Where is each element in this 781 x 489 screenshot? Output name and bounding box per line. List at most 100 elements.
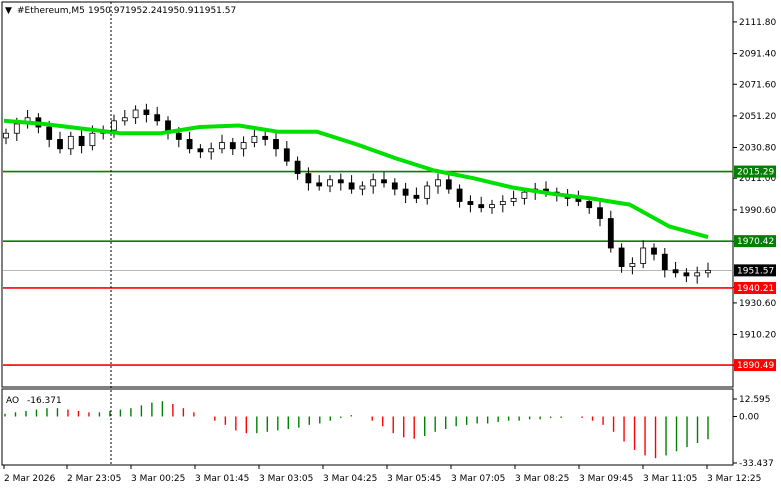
ao-histogram — [4, 401, 709, 459]
candle-body — [316, 182, 323, 187]
time-axis: 2 Mar 2026 2 Mar 23:05 3 Mar 00:25 3 Mar 01… — [3, 465, 761, 484]
candle-body — [13, 123, 20, 134]
high-price: 1952.24 — [125, 6, 162, 16]
price-tick-label: 1930.60 — [739, 299, 776, 309]
candle-body — [219, 142, 225, 150]
horizontal-levels — [3, 170, 733, 366]
candle-body — [57, 139, 63, 150]
candle-body — [489, 204, 495, 209]
candle-body — [435, 179, 441, 187]
candle-body — [67, 135, 74, 150]
candle-body — [456, 188, 463, 202]
candle-body — [618, 247, 625, 268]
time-tick-label: 3 Mar 09:45 — [579, 474, 633, 484]
level-tag — [734, 235, 776, 248]
candle-body — [327, 179, 333, 187]
ao-tick-label: -33.437 — [739, 459, 774, 469]
candle-body — [154, 114, 161, 122]
candle-body — [499, 201, 506, 205]
candle-body — [132, 109, 139, 119]
candle-body — [683, 272, 690, 277]
candle-body — [445, 179, 452, 190]
candle-body — [413, 194, 420, 199]
candle-body — [467, 201, 474, 205]
time-tick-label: 3 Mar 08:25 — [515, 474, 569, 484]
level-tag — [734, 359, 776, 372]
candle-body — [597, 207, 603, 219]
price-tick-label: 1910.20 — [739, 331, 776, 341]
price-tick-label: 2011.00 — [739, 174, 776, 184]
time-tick-label: 3 Mar 01:45 — [195, 474, 249, 484]
price-tick-label: 2030.80 — [739, 144, 776, 154]
candle-body — [89, 132, 96, 147]
candle-body — [197, 148, 204, 153]
candle-body — [402, 188, 409, 196]
candle-body — [251, 135, 258, 143]
price-tick-label: 2111.80 — [739, 18, 776, 28]
candle-body — [651, 247, 657, 255]
close-price: 1951.57 — [199, 6, 236, 16]
candle-body — [381, 179, 387, 184]
open-price: 1950.97 — [88, 6, 125, 16]
candle-body — [283, 148, 290, 162]
candle-body — [705, 269, 711, 274]
candle-body — [294, 160, 301, 174]
candle-body — [46, 126, 53, 140]
level-tag — [734, 165, 776, 178]
candle-body — [510, 197, 517, 202]
candle-body — [348, 182, 355, 190]
candle-body — [111, 120, 117, 131]
candle-body — [640, 247, 647, 264]
level-value: 1940.21 — [737, 284, 774, 294]
ao-axis: 12.595 0.00 -33.437 — [733, 395, 774, 469]
level-value: 1970.42 — [737, 237, 774, 247]
candle-body — [424, 185, 431, 199]
current-price-value: 1951.57 — [737, 266, 774, 276]
level-value: 2015.29 — [737, 168, 774, 178]
ao-tick-label: 12.595 — [739, 395, 771, 405]
time-tick-label: 3 Mar 04:25 — [323, 474, 377, 484]
price-axis: 2111.80 2091.40 2071.60 2051.20 2030.80 2011.… — [733, 18, 776, 371]
ao-value: -16.371 — [27, 396, 62, 406]
candle-body — [121, 117, 128, 122]
price-tick-label: 1990.60 — [739, 206, 776, 216]
candle-body — [586, 201, 593, 209]
candle-body — [143, 109, 150, 116]
time-tick-label: 3 Mar 05:45 — [387, 474, 441, 484]
price-tick-label: 2091.40 — [739, 50, 776, 60]
level-value: 1890.49 — [737, 361, 774, 371]
level-tag — [734, 281, 776, 294]
candle-body — [262, 135, 269, 140]
candle-body — [78, 135, 85, 147]
time-tick-label: 3 Mar 00:25 — [131, 474, 185, 484]
candle-body — [359, 185, 366, 190]
candle-body — [175, 132, 182, 140]
ma-line — [3, 118, 709, 240]
candle-body — [208, 148, 215, 153]
moving-average — [3, 118, 709, 240]
time-tick-label: 2 Mar 2026 — [4, 474, 56, 484]
candle-body — [478, 204, 485, 209]
candle-body — [186, 139, 193, 150]
candle-body — [661, 253, 668, 271]
candle-body — [370, 179, 377, 187]
current-price-tag — [734, 264, 776, 277]
price-tick-label: 2071.60 — [739, 80, 776, 90]
low-price: 1950.91 — [162, 6, 199, 16]
time-tick-label: 2 Mar 23:05 — [67, 474, 121, 484]
header-arrow[interactable]: ▼ — [5, 6, 12, 16]
candle-body — [337, 179, 344, 184]
time-tick-label: 3 Mar 03:05 — [259, 474, 313, 484]
time-tick-label: 3 Mar 12:25 — [707, 474, 761, 484]
ao-tick-label: 0.00 — [739, 413, 759, 423]
candle-body — [273, 139, 279, 150]
main-panel-frame — [1, 1, 734, 388]
candle-body — [672, 269, 679, 274]
candle-body — [629, 263, 636, 268]
time-tick-label: 3 Mar 07:05 — [451, 474, 505, 484]
candle-body — [305, 173, 312, 184]
ao-label: AO — [6, 396, 19, 406]
ao-panel-frame — [1, 388, 734, 466]
candle-body — [240, 142, 247, 150]
